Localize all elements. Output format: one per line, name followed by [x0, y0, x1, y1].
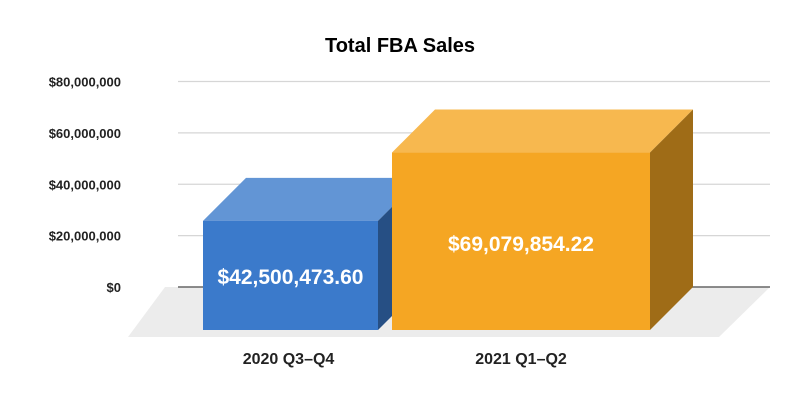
data-label: $42,500,473.60: [218, 266, 364, 289]
y-tick-label: $80,000,000: [49, 75, 121, 90]
data-label: $69,079,854.22: [448, 233, 594, 256]
bar-top-face: [203, 177, 421, 221]
bar-side-face: [650, 109, 693, 331]
x-tick-label: 2021 Q1–Q2: [475, 351, 567, 368]
chart-title: Total FBA Sales: [325, 35, 475, 57]
y-tick-label: $60,000,000: [49, 126, 121, 141]
y-tick-label: $20,000,000: [49, 229, 121, 244]
bar: [203, 220, 378, 330]
y-tick-label: $0: [107, 280, 121, 295]
bar-top-face: [392, 109, 693, 153]
bar: [392, 152, 650, 330]
x-tick-label: 2020 Q3–Q4: [243, 351, 335, 368]
y-tick-label: $40,000,000: [49, 177, 121, 192]
